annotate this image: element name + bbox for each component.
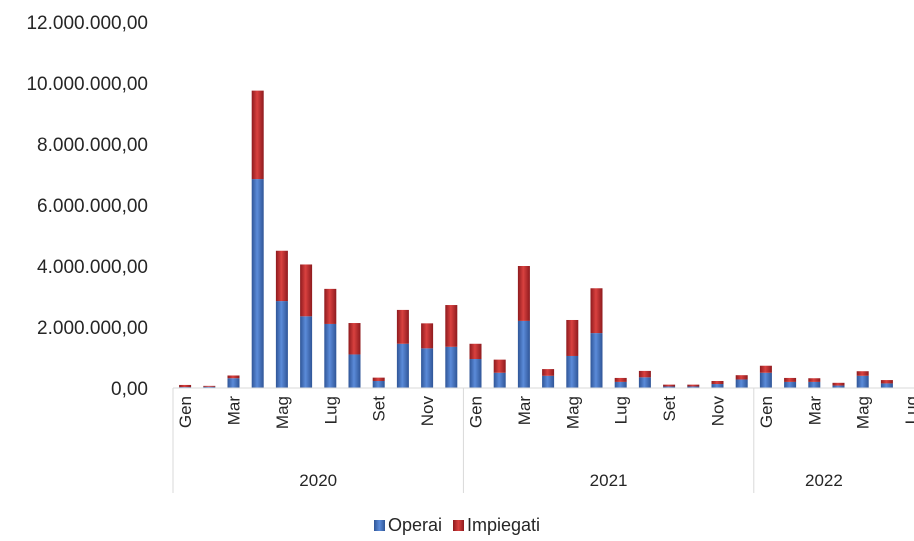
bar-operai bbox=[880, 383, 893, 388]
bar-operai bbox=[638, 377, 651, 388]
bar-impiegati bbox=[227, 375, 240, 379]
legend-swatch-impiegati bbox=[453, 520, 464, 531]
year-label: 2021 bbox=[590, 471, 628, 490]
bar-impiegati bbox=[275, 250, 288, 302]
y-tick-label: 8.000.000,00 bbox=[37, 135, 148, 156]
bar-operai bbox=[203, 386, 216, 388]
bar-operai bbox=[445, 346, 458, 388]
bar-operai bbox=[421, 348, 434, 388]
x-tick-label: Set bbox=[660, 396, 679, 422]
y-tick-label: 4.000.000,00 bbox=[37, 257, 148, 278]
bar-impiegati bbox=[300, 264, 313, 317]
bar-operai bbox=[566, 355, 579, 388]
bar-operai bbox=[590, 333, 603, 388]
bar-operai bbox=[663, 386, 676, 388]
bar-impiegati bbox=[445, 305, 458, 347]
y-tick-label: 12.000.000,00 bbox=[26, 13, 148, 34]
x-tick-label: Gen bbox=[757, 396, 776, 428]
y-tick-label: 0,00 bbox=[111, 379, 148, 400]
bar-impiegati bbox=[203, 385, 216, 387]
bar-operai bbox=[711, 384, 724, 388]
x-tick-label: Gen bbox=[176, 396, 195, 428]
bar-operai bbox=[372, 380, 385, 388]
bar-impiegati bbox=[784, 377, 797, 382]
y-tick-label: 2.000.000,00 bbox=[37, 318, 148, 339]
x-tick-label: Lug bbox=[902, 396, 914, 424]
legend-swatch-operai bbox=[373, 520, 385, 531]
bar-operai bbox=[275, 301, 288, 388]
legend-item-impiegati: Impiegati bbox=[453, 515, 540, 536]
bar-operai bbox=[251, 179, 264, 388]
bar-operai bbox=[300, 316, 313, 388]
bars bbox=[179, 90, 893, 388]
x-tick-label: Mar bbox=[225, 396, 244, 426]
bar-operai bbox=[808, 381, 821, 388]
legend: Operai Impiegati bbox=[0, 515, 914, 536]
bar-operai bbox=[735, 379, 748, 388]
x-tick-label: Nov bbox=[709, 396, 728, 427]
bar-impiegati bbox=[348, 323, 361, 355]
bar-operai bbox=[396, 343, 409, 388]
bar-operai bbox=[348, 354, 361, 388]
x-tick-label: Mar bbox=[515, 396, 534, 426]
bar-impiegati bbox=[493, 359, 506, 373]
legend-label-impiegati: Impiegati bbox=[467, 515, 541, 535]
bar-impiegati bbox=[663, 384, 676, 387]
x-tick-label: Mag bbox=[273, 396, 292, 429]
bar-impiegati bbox=[251, 90, 264, 180]
bar-impiegati bbox=[735, 375, 748, 380]
bar-impiegati bbox=[590, 288, 603, 334]
x-tick-label: Mag bbox=[563, 396, 582, 429]
bar-impiegati bbox=[759, 365, 772, 373]
year-label: 2022 bbox=[805, 471, 843, 490]
bar-impiegati bbox=[687, 384, 700, 387]
x-tick-label: Gen bbox=[467, 396, 486, 428]
legend-item-operai: Operai bbox=[373, 515, 442, 536]
bar-operai bbox=[856, 375, 869, 388]
x-tick-label: Lug bbox=[612, 396, 631, 424]
bar-operai bbox=[227, 378, 240, 388]
bar-impiegati bbox=[179, 384, 192, 388]
y-tick-label: 10.000.000,00 bbox=[26, 74, 148, 95]
bar-operai bbox=[324, 323, 337, 388]
x-tick-label: Mag bbox=[854, 396, 873, 429]
x-tick-label: Mar bbox=[805, 396, 824, 426]
bar-impiegati bbox=[614, 377, 627, 382]
bar-operai bbox=[517, 320, 530, 388]
bar-operai bbox=[832, 385, 845, 388]
stacked-bar-chart: 0,00 2.000.000,00 4.000.000,00 6.000.000,00… bbox=[26, 13, 914, 493]
bar-impiegati bbox=[421, 323, 434, 349]
bar-operai bbox=[759, 372, 772, 388]
bar-operai bbox=[687, 386, 700, 388]
bar-operai bbox=[493, 372, 506, 388]
bar-impiegati bbox=[856, 371, 869, 376]
y-axis-labels: 0,00 2.000.000,00 4.000.000,00 6.000.000,00… bbox=[26, 13, 148, 400]
x-tick-label: Set bbox=[370, 396, 389, 422]
bar-impiegati bbox=[324, 288, 337, 324]
x-axis: Gen Mar Mag Lug Set Nov Gen Mar Mag Lug Set Nov Gen M… bbox=[172, 387, 914, 493]
bar-impiegati bbox=[396, 309, 409, 344]
bar-impiegati bbox=[566, 319, 579, 356]
legend-label-operai: Operai bbox=[387, 515, 442, 535]
bar-impiegati bbox=[711, 380, 724, 385]
bar-operai bbox=[542, 375, 555, 388]
bar-operai bbox=[614, 381, 627, 388]
bar-impiegati bbox=[469, 343, 482, 360]
bar-operai bbox=[784, 381, 797, 388]
bar-impiegati bbox=[372, 377, 385, 381]
y-tick-label: 6.000.000,00 bbox=[37, 196, 148, 217]
year-label: 2020 bbox=[299, 471, 337, 490]
x-tick-label: Nov bbox=[418, 396, 437, 427]
bar-impiegati bbox=[832, 382, 845, 386]
bar-impiegati bbox=[808, 378, 821, 382]
bar-impiegati bbox=[517, 266, 530, 321]
bar-impiegati bbox=[542, 369, 555, 376]
bar-impiegati bbox=[638, 370, 651, 378]
x-tick-label: Lug bbox=[321, 396, 340, 424]
bar-impiegati bbox=[880, 380, 893, 384]
bar-operai bbox=[469, 359, 482, 388]
